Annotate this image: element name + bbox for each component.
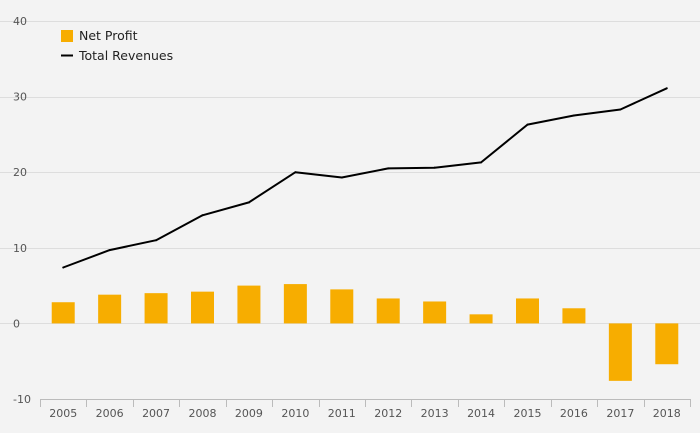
x-tick-label: 2008	[189, 407, 217, 420]
net-profit-bar[interactable]	[283, 284, 307, 324]
total-revenues-point[interactable]	[340, 176, 343, 179]
total-revenues-point[interactable]	[108, 249, 111, 252]
net-profit-bar[interactable]	[376, 298, 400, 324]
total-revenues-point[interactable]	[62, 266, 65, 269]
total-revenues-point[interactable]	[480, 161, 483, 164]
x-tick-label: 2018	[653, 407, 681, 420]
net-profit-bar[interactable]	[330, 289, 354, 324]
net-profit-bar[interactable]	[562, 308, 586, 324]
total-revenues-point[interactable]	[665, 87, 668, 90]
total-revenues-point[interactable]	[572, 114, 575, 117]
net-profit-bar[interactable]	[144, 293, 168, 324]
net-profit-bar[interactable]	[516, 298, 539, 324]
legend-label-total-revenues: Total Revenues	[78, 48, 173, 63]
x-tick-label: 2016	[560, 407, 588, 420]
total-revenues-point[interactable]	[247, 201, 250, 204]
x-axis	[40, 399, 691, 407]
x-tick-label: 2011	[328, 407, 356, 420]
net-profit-bar[interactable]	[655, 323, 679, 365]
total-revenues-line[interactable]	[62, 87, 668, 269]
net-profit-bar[interactable]	[51, 302, 75, 324]
x-tick-label: 2013	[421, 407, 449, 420]
net-profit-bar[interactable]	[469, 314, 493, 324]
legend-swatch-net-profit	[61, 30, 73, 42]
total-revenues-point[interactable]	[619, 108, 622, 111]
total-revenues-point[interactable]	[201, 214, 204, 217]
y-tick-label: 10	[13, 242, 27, 255]
total-revenues-point[interactable]	[294, 171, 297, 174]
legend-item-net-profit[interactable]: Net Profit	[61, 28, 138, 43]
x-tick-label: 2015	[514, 407, 542, 420]
x-tick-label: 2010	[281, 407, 309, 420]
total-revenues-point[interactable]	[433, 166, 436, 169]
gridlines	[0, 21, 700, 324]
legend-label-net-profit: Net Profit	[79, 28, 138, 43]
legend-item-total-revenues[interactable]: Total Revenues	[61, 48, 173, 63]
x-tick-label: 2009	[235, 407, 263, 420]
net-profit-bar[interactable]	[423, 301, 447, 324]
net-profit-bars	[51, 284, 679, 381]
y-tick-label: -10	[13, 393, 31, 406]
y-tick-label: 40	[13, 15, 27, 28]
x-tick-label: 2012	[374, 407, 402, 420]
legend: Net Profit Total Revenues	[61, 28, 173, 63]
x-tick-label: 2006	[96, 407, 124, 420]
x-tick-label: 2017	[606, 407, 634, 420]
x-tick-label: 2005	[49, 407, 77, 420]
total-revenues-point[interactable]	[526, 123, 529, 126]
x-tick-label: 2014	[467, 407, 495, 420]
total-revenues-point[interactable]	[387, 167, 390, 170]
x-axis-ticks: 2005 2006 2007 2008 2009 2010 2011 2012 2013 2014…	[49, 407, 681, 420]
y-tick-label: 30	[13, 91, 27, 104]
net-profit-bar[interactable]	[237, 285, 261, 324]
y-tick-label: 20	[13, 166, 27, 179]
y-tick-label: 0	[13, 317, 20, 330]
net-profit-bar[interactable]	[608, 323, 632, 381]
total-revenues-line-group	[62, 87, 668, 269]
total-revenues-point[interactable]	[155, 239, 158, 242]
net-profit-bar[interactable]	[191, 291, 214, 324]
net-profit-bar[interactable]	[98, 294, 122, 324]
x-tick-label: 2007	[142, 407, 170, 420]
y-axis-ticks: -10 0 10 20 30 40	[13, 15, 31, 406]
